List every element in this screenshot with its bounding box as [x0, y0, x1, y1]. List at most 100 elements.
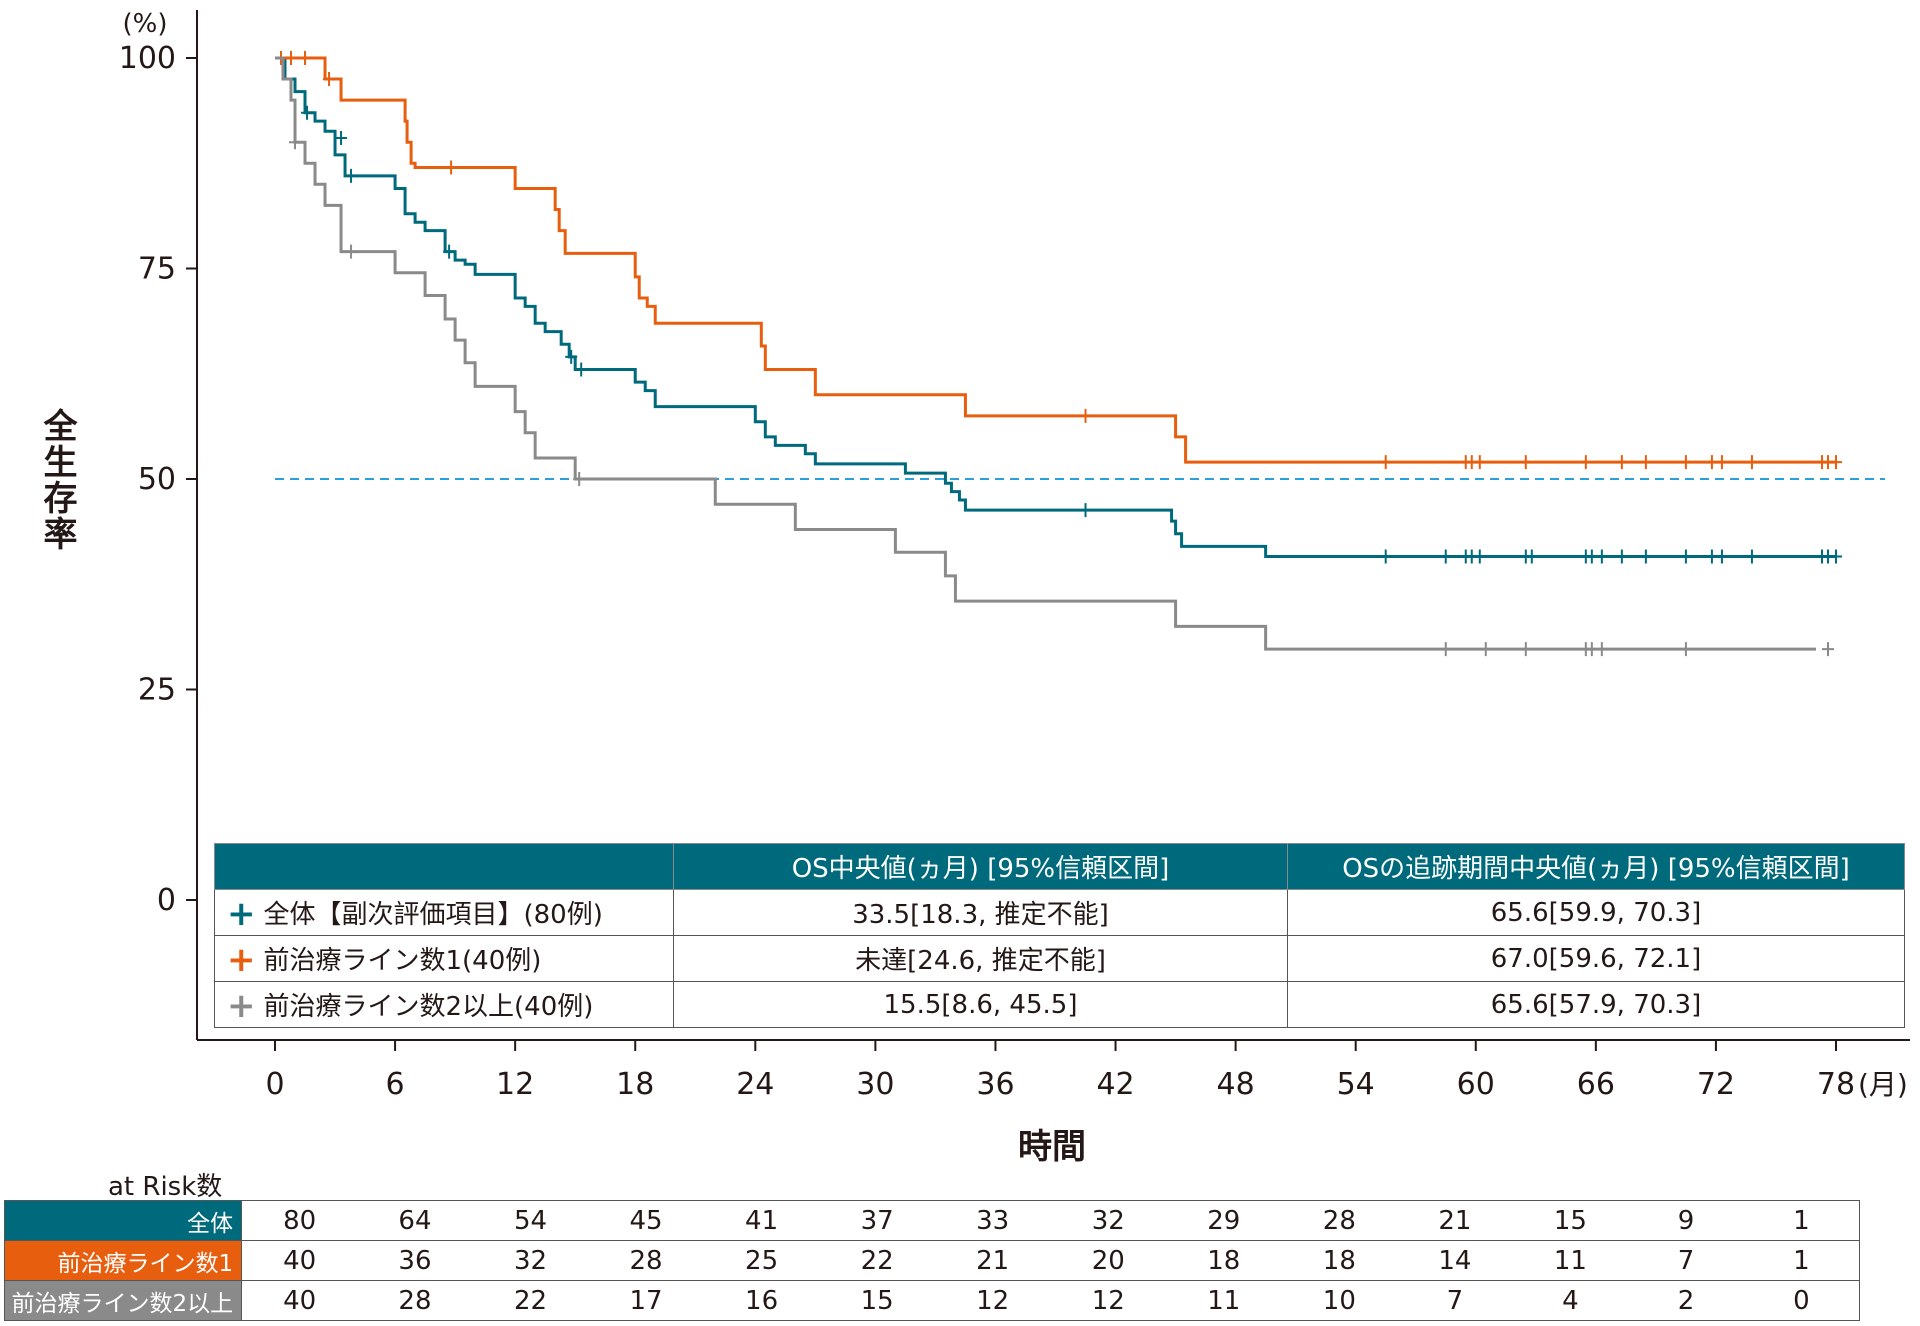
- censor-mark: [1519, 642, 1532, 657]
- censor-mark: [1479, 642, 1492, 657]
- risk-count-cell: 29: [1166, 1200, 1282, 1241]
- x-tick-label: 0: [265, 1067, 284, 1102]
- summary-group-cell: + 前治療ライン数2以上(40例): [214, 981, 674, 1028]
- censor-mark: [1079, 503, 1092, 518]
- censor-mark: [573, 472, 586, 486]
- summary-followup-cell: 67.0[59.6, 72.1]: [1287, 935, 1905, 982]
- risk-row-label: 全体: [3, 1200, 243, 1241]
- x-tick-label: 54: [1337, 1067, 1375, 1102]
- censor-mark: [1585, 642, 1598, 657]
- km-curve-series-2: [275, 56, 1816, 651]
- censor-mark: [1679, 549, 1692, 564]
- risk-table: 全体 80 64 54 45 41 37 33 32 29 28 21 15 9 1 前治療ライン数1 40 36…: [3, 1200, 1860, 1321]
- risk-count-cell: 4: [1512, 1280, 1629, 1321]
- risk-count-cell: 28: [1281, 1200, 1398, 1241]
- censor-mark: [1821, 642, 1834, 657]
- censor-mark: [1439, 549, 1452, 564]
- risk-table-caption: at Risk数: [108, 1172, 223, 1202]
- risk-count-cell: 2: [1628, 1280, 1744, 1321]
- censor-mark: [345, 244, 358, 259]
- y-tick-label: 100: [119, 41, 176, 76]
- risk-count-cell: 64: [357, 1200, 473, 1241]
- censor-mark: [1519, 455, 1532, 470]
- censor-mark: [1745, 549, 1758, 564]
- risk-count-cell: 16: [703, 1280, 820, 1321]
- risk-count-cell: 15: [1512, 1200, 1629, 1241]
- risk-count-cell: 14: [1397, 1240, 1513, 1281]
- censor-mark: [1379, 549, 1392, 564]
- censor-mark: [1830, 549, 1842, 564]
- censor-mark: [1473, 549, 1486, 564]
- risk-count-cell: 28: [357, 1280, 473, 1321]
- y-tick-label: 0: [157, 883, 176, 918]
- censor-mark: [1525, 549, 1538, 564]
- censor-mark: [299, 51, 312, 65]
- risk-count-cell: 32: [472, 1240, 589, 1281]
- x-axis-title: 時間: [1018, 1127, 1086, 1167]
- risk-count-cell: 1: [1743, 1200, 1860, 1241]
- censor-mark: [1705, 549, 1718, 564]
- risk-row: 前治療ライン数1 40 36 32 28 25 22 21 20 18 18 14 11 7 1: [3, 1240, 1860, 1281]
- risk-count-cell: 22: [472, 1280, 589, 1321]
- risk-count-cell: 12: [934, 1280, 1051, 1321]
- censor-mark: [1615, 549, 1628, 564]
- summary-followup-cell: 65.6[57.9, 70.3]: [1287, 981, 1905, 1028]
- risk-count-cell: 20: [1050, 1240, 1167, 1281]
- risk-count-cell: 45: [588, 1200, 704, 1241]
- x-tick-label: 24: [736, 1067, 774, 1102]
- censor-mark: [1715, 549, 1728, 564]
- risk-count-cell: 37: [819, 1200, 935, 1241]
- plus-marker-icon: +: [227, 894, 256, 934]
- risk-count-cell: 18: [1166, 1240, 1282, 1281]
- censor-mark: [323, 72, 336, 87]
- risk-count-cell: 36: [357, 1240, 473, 1281]
- x-tick-label: 66: [1577, 1067, 1615, 1102]
- risk-count-cell: 54: [472, 1200, 589, 1241]
- summary-table: OS中央値(ヵ月) [95%信頼区間] OSの追跡期間中央値(ヵ月) [95%信…: [214, 843, 1905, 1028]
- censor-mark: [1615, 455, 1628, 470]
- risk-count-cell: 40: [241, 1280, 358, 1321]
- censor-mark: [443, 244, 456, 259]
- summary-row-overall: + 全体【副次評価項目】(80例) 33.5[18.3, 推定不能] 65.6[5…: [214, 889, 1905, 936]
- censor-mark: [1595, 642, 1608, 657]
- risk-count-cell: 10: [1281, 1280, 1398, 1321]
- x-tick-label: 12: [496, 1067, 534, 1102]
- x-tick-label: 6: [386, 1067, 405, 1102]
- censor-mark: [1379, 455, 1392, 470]
- x-tick-label: 36: [976, 1067, 1014, 1102]
- risk-count-cell: 11: [1512, 1240, 1629, 1281]
- censor-mark: [575, 362, 588, 377]
- summary-row-two-plus-lines: + 前治療ライン数2以上(40例) 15.5[8.6, 45.5] 65.6[57…: [214, 981, 1905, 1028]
- risk-count-cell: 80: [241, 1200, 358, 1241]
- risk-count-cell: 21: [1397, 1200, 1513, 1241]
- summary-followup-cell: 65.6[59.9, 70.3]: [1287, 889, 1905, 936]
- censor-mark: [1715, 455, 1728, 470]
- censor-mark: [1679, 642, 1692, 657]
- km-curve-series-1: [275, 56, 1836, 464]
- risk-count-cell: 40: [241, 1240, 358, 1281]
- y-tick-label: 25: [138, 673, 176, 708]
- censor-mark: [445, 160, 458, 175]
- summary-row-one-line: + 前治療ライン数1(40例) 未達[24.6, 推定不能] 67.0[59.6,…: [214, 935, 1905, 982]
- summary-group-label: 前治療ライン数2以上(40例): [263, 992, 594, 1022]
- x-tick-label: 72: [1697, 1067, 1735, 1102]
- x-tick-label: 18: [616, 1067, 654, 1102]
- summary-header-os-median: OS中央値(ヵ月) [95%信頼区間]: [673, 843, 1288, 890]
- censor-mark: [1705, 455, 1718, 470]
- risk-count-cell: 32: [1050, 1200, 1167, 1241]
- censor-mark: [1639, 455, 1652, 470]
- risk-count-cell: 33: [934, 1200, 1051, 1241]
- risk-count-cell: 17: [588, 1280, 704, 1321]
- summary-group-label: 前治療ライン数1(40例): [263, 946, 542, 976]
- y-tick-label: 75: [138, 252, 176, 287]
- risk-count-cell: 15: [819, 1280, 935, 1321]
- km-curve-series-0: [275, 56, 1836, 558]
- risk-count-cell: 12: [1050, 1280, 1167, 1321]
- censor-mark: [345, 168, 358, 183]
- summary-group-label: 全体【副次評価項目】(80例): [263, 900, 603, 930]
- censor-mark: [1579, 455, 1592, 470]
- censor-mark: [285, 51, 298, 65]
- censor-mark: [1585, 549, 1598, 564]
- summary-header-followup-median: OSの追跡期間中央値(ヵ月) [95%信頼区間]: [1287, 843, 1905, 890]
